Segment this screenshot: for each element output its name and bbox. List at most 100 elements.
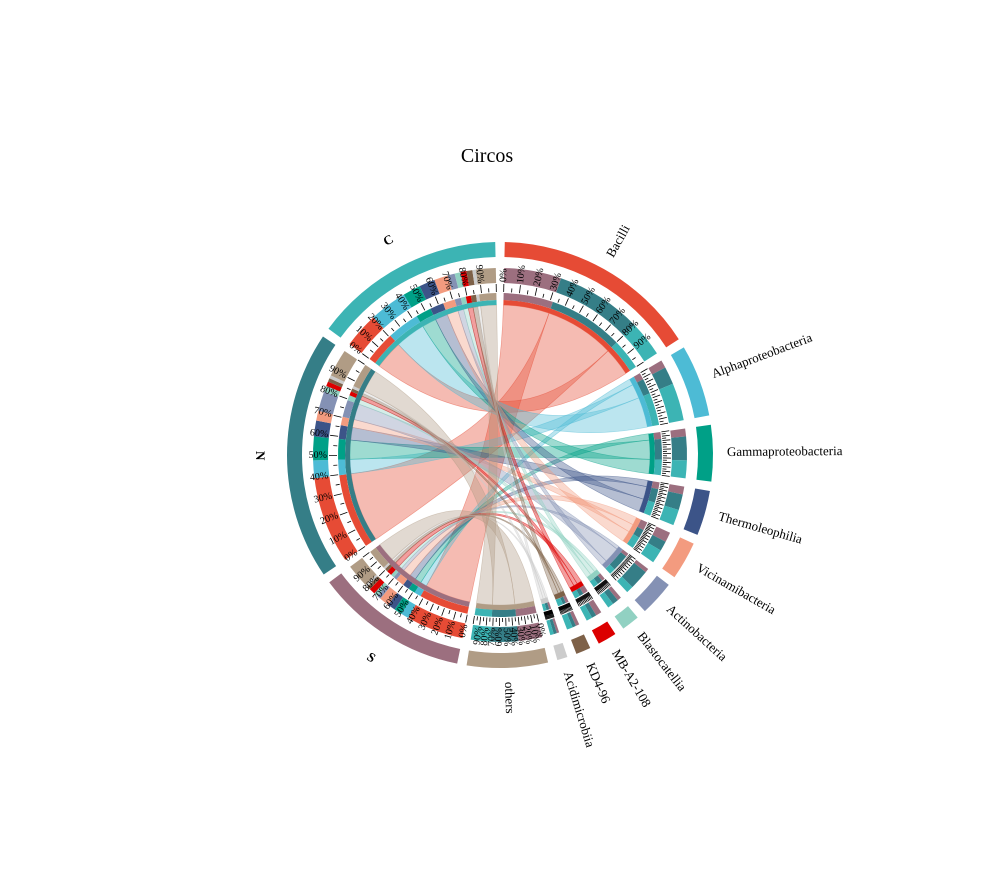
tick-mark — [655, 505, 659, 506]
tick-mark — [416, 310, 418, 313]
tick-mark — [550, 292, 552, 300]
ticks-others: 0%10%20%30%40%50%60%70%80%90% — [472, 614, 548, 647]
tick-mark — [655, 405, 659, 406]
tick-mark — [535, 288, 537, 296]
tick-mark — [659, 491, 663, 492]
tick-mark — [340, 503, 344, 504]
tick-mark — [421, 303, 425, 310]
segment-label-s: S — [364, 649, 378, 666]
segment-label-c: C — [381, 231, 396, 249]
tick-mark — [531, 615, 533, 623]
tick-label-s-0: 0% — [457, 623, 470, 638]
tick-mark — [646, 379, 653, 383]
tick-mark — [534, 614, 535, 618]
tick-mark — [480, 617, 481, 625]
segment-label-bacilli: Bacilli — [603, 222, 633, 260]
tick-mark — [370, 557, 373, 560]
segment-label-actinobacteria: Actinobacteria — [664, 601, 731, 664]
segment-label-alphaproteobacteria: Alphaproteobacteria — [709, 330, 814, 381]
tick-mark — [632, 358, 635, 360]
tick-mark — [655, 401, 663, 404]
tick-mark — [660, 484, 664, 485]
tick-mark — [651, 516, 658, 519]
tick-mark — [628, 349, 634, 354]
tick-mark — [658, 495, 662, 496]
composition-gammaproteobacteria-s — [670, 428, 686, 437]
tick-mark — [465, 288, 467, 296]
tick-mark — [435, 297, 438, 304]
tick-mark — [586, 313, 588, 316]
tick-mark — [386, 574, 389, 577]
tick-mark — [486, 617, 487, 625]
tick-mark — [356, 371, 359, 373]
tick-mark — [396, 582, 399, 585]
tick-mark — [426, 601, 428, 605]
tick-mark — [403, 319, 405, 322]
tick-mark — [657, 410, 661, 411]
tick-mark — [662, 471, 670, 472]
tick-mark — [662, 434, 666, 435]
tick-mark — [653, 395, 660, 398]
tick-mark — [408, 593, 412, 600]
tick-mark — [370, 350, 373, 353]
tick-mark — [662, 440, 670, 441]
segment-label-kd4-96: KD4-96 — [583, 660, 614, 706]
tick-mark — [356, 538, 359, 540]
link-bar-others-n — [492, 609, 516, 617]
tick-mark — [652, 514, 656, 515]
segment-arc-gammaproteobacteria — [696, 425, 713, 482]
tick-mark — [454, 612, 456, 620]
tick-mark — [654, 399, 658, 400]
tick-mark — [657, 498, 661, 499]
tick-mark — [622, 345, 625, 348]
segment-arc-actinobacteria — [635, 576, 669, 611]
link-bar-c-others — [479, 293, 496, 301]
tick-mark — [348, 530, 355, 534]
segment-label-gammaproteobacteria: Gammaproteobacteria — [727, 443, 843, 459]
tick-mark — [347, 388, 351, 390]
tick-mark — [340, 396, 348, 399]
tick-mark — [481, 285, 482, 293]
segment-arc-others — [467, 648, 548, 668]
composition-alphaproteobacteria-c — [659, 384, 684, 423]
tick-mark — [334, 415, 342, 417]
tick-mark — [340, 512, 347, 515]
tick-mark — [380, 339, 383, 342]
tick-mark — [658, 412, 666, 414]
tick-mark — [558, 299, 559, 303]
tick-mark — [648, 384, 655, 387]
tick-mark — [661, 431, 669, 432]
tick-mark — [524, 616, 525, 624]
tick-mark — [378, 566, 381, 569]
tick-mark — [641, 369, 648, 373]
tick-mark — [659, 493, 667, 495]
tick-mark — [449, 610, 450, 614]
tick-mark — [637, 362, 644, 366]
ticks-gammaproteobacteria — [661, 431, 671, 477]
tick-mark — [660, 423, 668, 424]
tick-mark — [649, 388, 653, 390]
tick-mark — [661, 483, 669, 484]
link-bar-gammaproteobacteria-s — [653, 432, 661, 440]
tick-mark — [651, 390, 658, 393]
tick-mark — [647, 525, 654, 528]
tick-mark — [450, 291, 452, 299]
tick-mark — [405, 589, 407, 592]
tick-mark — [336, 426, 340, 427]
tick-mark — [662, 475, 670, 476]
segment-arc-mb-a2-108 — [592, 621, 615, 643]
tick-mark — [572, 305, 574, 309]
tick-mark — [383, 330, 388, 336]
tick-label-bacilli-1: 10% — [515, 264, 528, 284]
link-bar-n-gammaproteobacteria — [338, 439, 346, 460]
tick-mark — [656, 501, 660, 502]
tick-mark — [430, 604, 433, 611]
tick-label-c-9: 90% — [473, 264, 486, 283]
tick-mark — [416, 596, 418, 599]
segment-arc-acidimicrobiia — [553, 643, 567, 660]
tick-label-others-9: 90% — [472, 626, 485, 646]
tick-label-bacilli-0: 0% — [498, 269, 509, 283]
tick-mark — [430, 303, 432, 307]
